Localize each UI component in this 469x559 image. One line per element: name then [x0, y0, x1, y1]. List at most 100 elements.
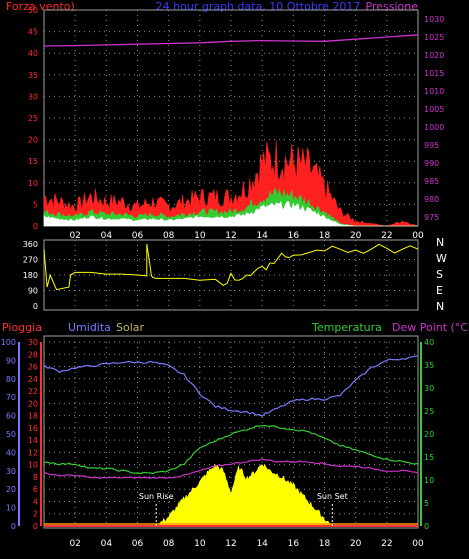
chart-title: 24 hour graph data, 10 Ottobre 2017 [156, 0, 361, 13]
rain-y-tick-label: 18 [28, 412, 38, 421]
rain-y-tick-label: 0 [33, 522, 38, 531]
x-tick-label: 10 [194, 231, 206, 241]
wind-direction-line [43, 243, 419, 291]
x-tick-label: 04 [101, 231, 113, 241]
x-tick-label: 02 [69, 539, 80, 549]
wind-y-tick-label: 10 [28, 179, 38, 188]
humidity-y-tick-label: 10 [6, 504, 16, 513]
rain-y-tick-label: 8 [33, 473, 38, 482]
x-tick-label: 22 [381, 231, 392, 241]
humidity-series-line [43, 355, 419, 417]
humidity-y-tick-label: 20 [6, 485, 16, 494]
pressure-y-tick-label: 1000 [424, 123, 444, 132]
rain-y-tick-label: 22 [28, 387, 38, 396]
humidity-y-tick-label: 60 [6, 412, 16, 421]
x-tick-label: 04 [101, 539, 113, 549]
wind-y-tick-label: 50 [28, 6, 38, 15]
solar-radiation-area [156, 463, 333, 527]
rain-y-tick-label: 14 [28, 436, 38, 445]
humidity-axis-title: Umidita [68, 321, 111, 334]
temperature-y-tick-label: 0 [424, 522, 429, 531]
rain-y-tick-label: 4 [33, 497, 38, 506]
rain-y-tick-label: 16 [28, 424, 38, 433]
direction-y-tick-label: 270 [23, 256, 38, 265]
compass-label: S [436, 268, 443, 281]
rain-y-tick-label: 10 [28, 461, 38, 470]
humidity-y-tick-label: 0 [11, 522, 16, 531]
humidity-y-tick-label: 80 [6, 375, 16, 384]
x-tick-label: 20 [350, 539, 362, 549]
rain-y-tick-label: 12 [28, 448, 38, 457]
humidity-y-tick-label: 30 [6, 467, 16, 476]
grid-layer [44, 9, 419, 526]
wind-y-tick-label: 15 [28, 157, 38, 166]
x-tick-label: 02 [69, 231, 80, 241]
direction-y-tick-label: 180 [23, 271, 38, 280]
pressure-y-tick-label: 995 [424, 141, 439, 150]
x-tick-label: 12 [225, 231, 236, 241]
x-tick-label: 16 [288, 539, 300, 549]
pressure-y-tick-label: 990 [424, 159, 439, 168]
x-tick-label: 00 [412, 231, 424, 241]
pressure-y-tick-label: 1010 [424, 87, 444, 96]
wind-y-tick-label: 25 [28, 114, 38, 123]
pressure-y-tick-label: 1005 [424, 105, 444, 114]
compass-label: N [436, 236, 444, 249]
compass-label: N [436, 300, 444, 313]
x-tick-label: 08 [163, 539, 175, 549]
rain-y-tick-label: 28 [28, 350, 38, 359]
compass-label: E [436, 284, 443, 297]
x-tick-label: 20 [350, 231, 362, 241]
x-tick-label: 22 [381, 539, 392, 549]
x-tick-label: 12 [225, 539, 236, 549]
pressure-y-tick-label: 1015 [424, 69, 444, 78]
temperature-y-tick-label: 25 [424, 407, 434, 416]
direction-y-tick-label: 0 [33, 302, 38, 311]
temperature-y-tick-label: 35 [424, 361, 434, 370]
x-tick-label: 00 [412, 539, 424, 549]
dewpoint-axis-title: Dew Point (°C) [392, 321, 469, 334]
wind-y-tick-label: 20 [28, 136, 38, 145]
temperature-y-tick-label: 5 [424, 499, 429, 508]
pressure-y-tick-label: 1025 [424, 33, 444, 42]
average-wind-series [43, 200, 418, 227]
wind-y-tick-label: 35 [28, 71, 38, 80]
x-tick-label: 18 [319, 539, 331, 549]
humidity-y-tick-label: 50 [6, 430, 16, 439]
pressure-y-tick-label: 985 [424, 177, 439, 186]
dewpoint-series-line [43, 458, 419, 480]
x-tick-label: 14 [256, 539, 268, 549]
temperature-y-tick-label: 15 [424, 453, 434, 462]
wind-y-tick-label: 30 [28, 92, 38, 101]
temperature-y-tick-label: 20 [424, 430, 434, 439]
x-tick-label: 16 [288, 231, 300, 241]
temperature-axis-title: Temperatura [311, 321, 382, 334]
series-layer [43, 34, 419, 527]
pressure-y-tick-label: 1030 [424, 15, 444, 24]
x-tick-label: 18 [319, 231, 331, 241]
wind-axis-title: Forza vento) [6, 0, 75, 13]
wind-y-tick-label: 5 [33, 200, 38, 209]
pressure-axis-title: Pressione [366, 0, 419, 13]
rain-y-tick-label: 24 [28, 375, 38, 384]
pressure-series-line [43, 34, 419, 47]
tick-labels-layer: 0510152025303540455097598098599099510001… [1, 6, 447, 549]
x-tick-label: 06 [132, 539, 144, 549]
humidity-y-tick-label: 40 [6, 448, 16, 457]
humidity-y-tick-label: 90 [6, 356, 16, 365]
rain-axis-title: Pioggia [2, 321, 42, 334]
compass-label: W [436, 252, 447, 265]
pressure-y-tick-label: 1020 [424, 51, 444, 60]
solar-axis-title: Solar [116, 321, 145, 334]
x-tick-label: 14 [256, 231, 268, 241]
wind-y-tick-label: 45 [28, 28, 38, 37]
x-tick-label: 06 [132, 231, 144, 241]
wind-y-tick-label: 40 [28, 49, 38, 58]
rain-y-tick-label: 2 [33, 510, 38, 519]
temperature-y-tick-label: 40 [424, 338, 434, 347]
rain-y-tick-label: 20 [28, 399, 38, 408]
x-tick-label: 08 [163, 231, 175, 241]
rain-y-tick-label: 6 [33, 485, 38, 494]
humidity-y-tick-label: 70 [6, 393, 16, 402]
